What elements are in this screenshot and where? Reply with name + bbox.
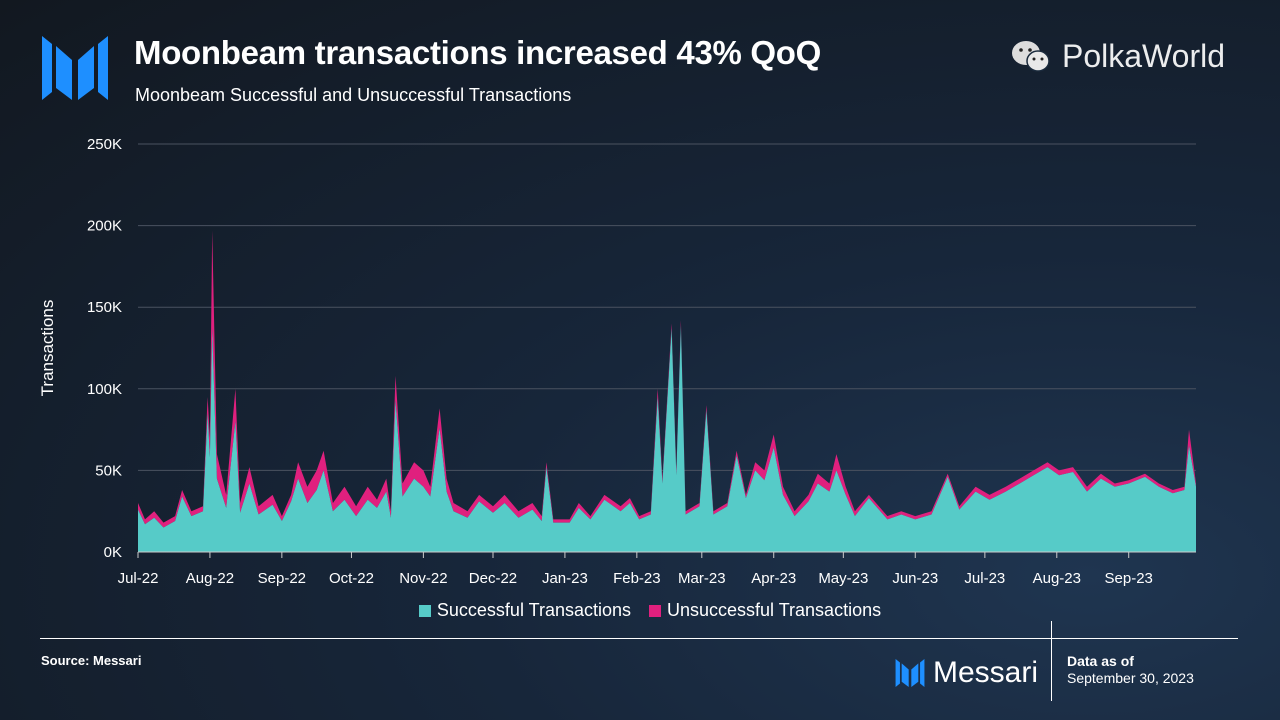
messari-logo	[42, 36, 108, 100]
x-tick-label: Sep-22	[258, 570, 306, 587]
data-as-of: Data as of September 30, 2023	[1067, 653, 1194, 687]
x-tick-label: Feb-23	[613, 570, 661, 587]
x-tick-label: Jun-23	[892, 570, 938, 587]
source-note: Source: Messari	[41, 653, 142, 668]
brand-name: Messari	[933, 656, 1039, 689]
y-tick-label: 150K	[87, 299, 122, 316]
wechat-icon	[1012, 40, 1050, 72]
x-tick-label: Nov-22	[399, 570, 447, 587]
x-tick-label: Dec-22	[469, 570, 517, 587]
footer-divider	[40, 638, 1238, 639]
y-tick-label: 50K	[95, 462, 122, 479]
page-title: Moonbeam transactions increased 43% QoQ	[134, 34, 822, 71]
y-tick-label: 200K	[87, 218, 122, 235]
legend-label: Unsuccessful Transactions	[667, 600, 882, 620]
y-tick-label: 100K	[87, 381, 122, 398]
watermark: PolkaWorld	[1010, 38, 1225, 75]
x-tick-label: Sep-23	[1105, 570, 1153, 587]
x-tick-label: Apr-23	[751, 570, 796, 587]
y-tick-label: 250K	[87, 136, 122, 153]
x-tick-label: Jul-22	[118, 570, 159, 587]
series-area-successful	[138, 325, 1196, 552]
x-tick-label: Aug-23	[1033, 570, 1081, 587]
footer-vertical-divider	[1051, 621, 1052, 701]
x-tick-label: May-23	[818, 570, 868, 587]
footer-brand: Messari	[895, 656, 1038, 690]
legend-item-successful: Successful Transactions	[418, 600, 631, 621]
legend-label: Successful Transactions	[436, 600, 631, 620]
chart-legend: Successful Transactions Unsuccessful Tra…	[0, 600, 1280, 621]
x-tick-label: Mar-23	[678, 570, 726, 587]
legend-swatch-successful	[418, 604, 431, 617]
y-axis-label: Transactions	[38, 300, 57, 397]
as-of-date: September 30, 2023	[1067, 670, 1194, 686]
legend-item-unsuccessful: Unsuccessful Transactions	[649, 600, 881, 621]
x-tick-label: Jan-23	[542, 570, 588, 587]
x-tick-label: Jul-23	[964, 570, 1005, 587]
chart-subtitle: Moonbeam Successful and Unsuccessful Tra…	[135, 85, 572, 105]
x-tick-label: Oct-22	[329, 570, 374, 587]
series-area-unsuccessful	[138, 230, 1196, 528]
messari-logo	[895, 659, 925, 687]
watermark-text: PolkaWorld	[1062, 38, 1226, 74]
y-tick-label: 0K	[104, 544, 122, 561]
x-tick-label: Aug-22	[186, 570, 234, 587]
as-of-label: Data as of	[1067, 653, 1134, 669]
legend-swatch-unsuccessful	[649, 604, 661, 617]
